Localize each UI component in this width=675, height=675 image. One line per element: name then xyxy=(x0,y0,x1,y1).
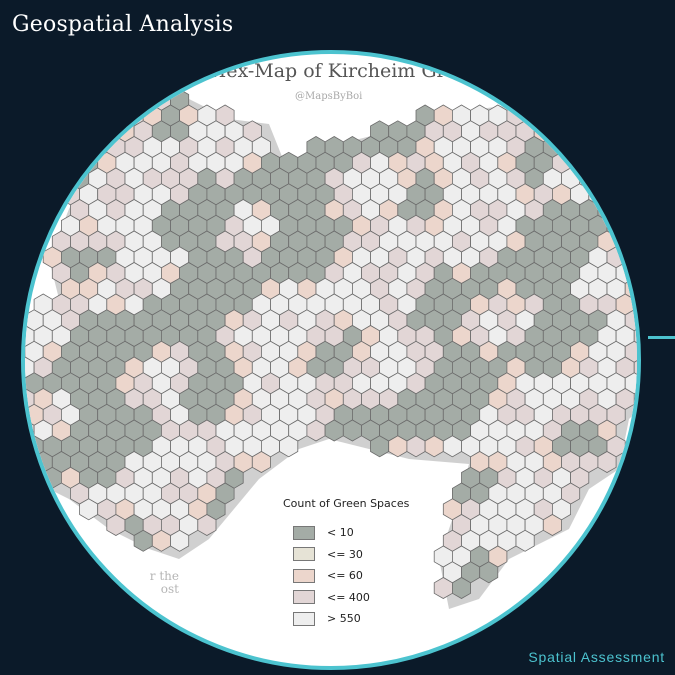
hex-map xyxy=(25,88,637,609)
legend-item: <= 60 xyxy=(283,565,458,587)
accent-connector-line xyxy=(648,336,675,339)
legend-label: <= 60 xyxy=(327,569,363,583)
hex-cell xyxy=(479,561,499,584)
legend-label: <= 400 xyxy=(327,590,370,604)
app-title: Geospatial Analysis xyxy=(12,12,234,37)
legend-swatch xyxy=(293,568,315,583)
map-viewport[interactable]: Hex-Map of Kircheim Green @MapsByBoi r t… xyxy=(21,50,641,670)
legend-item: > 550 xyxy=(283,608,458,630)
map-title: Hex-Map of Kircheim Green xyxy=(209,60,481,82)
hex-cell xyxy=(279,435,299,458)
map-legend: Count of Green Spaces < 10 <= 30 <= 60 <… xyxy=(283,497,458,630)
legend-label: > 550 xyxy=(327,612,361,626)
hex-cell xyxy=(451,577,472,599)
hex-cell xyxy=(170,529,190,552)
hex-cell xyxy=(515,529,535,552)
legend-item: <= 30 xyxy=(283,544,458,566)
legend-label: <= 30 xyxy=(327,547,363,561)
legend-swatch xyxy=(293,611,315,626)
faded-caption-line-1: r the xyxy=(149,569,179,583)
hex-cell xyxy=(597,451,617,473)
map-faded-caption: r the ost xyxy=(89,570,179,596)
hex-cell xyxy=(197,514,217,536)
hex-cell xyxy=(251,451,271,473)
faded-caption-line-2: ost xyxy=(160,582,179,596)
legend-label: < 10 xyxy=(327,526,354,540)
legend-swatch xyxy=(293,590,315,605)
legend-item: <= 400 xyxy=(283,587,458,609)
legend-title: Count of Green Spaces xyxy=(283,497,410,510)
map-credit: @MapsByBoi xyxy=(295,91,363,102)
legend-swatch xyxy=(293,547,315,562)
legend-item: < 10 xyxy=(283,522,458,544)
legend-swatch xyxy=(293,525,315,540)
hex-cell xyxy=(542,514,562,536)
footer-label: Spatial Assessment xyxy=(528,649,665,665)
